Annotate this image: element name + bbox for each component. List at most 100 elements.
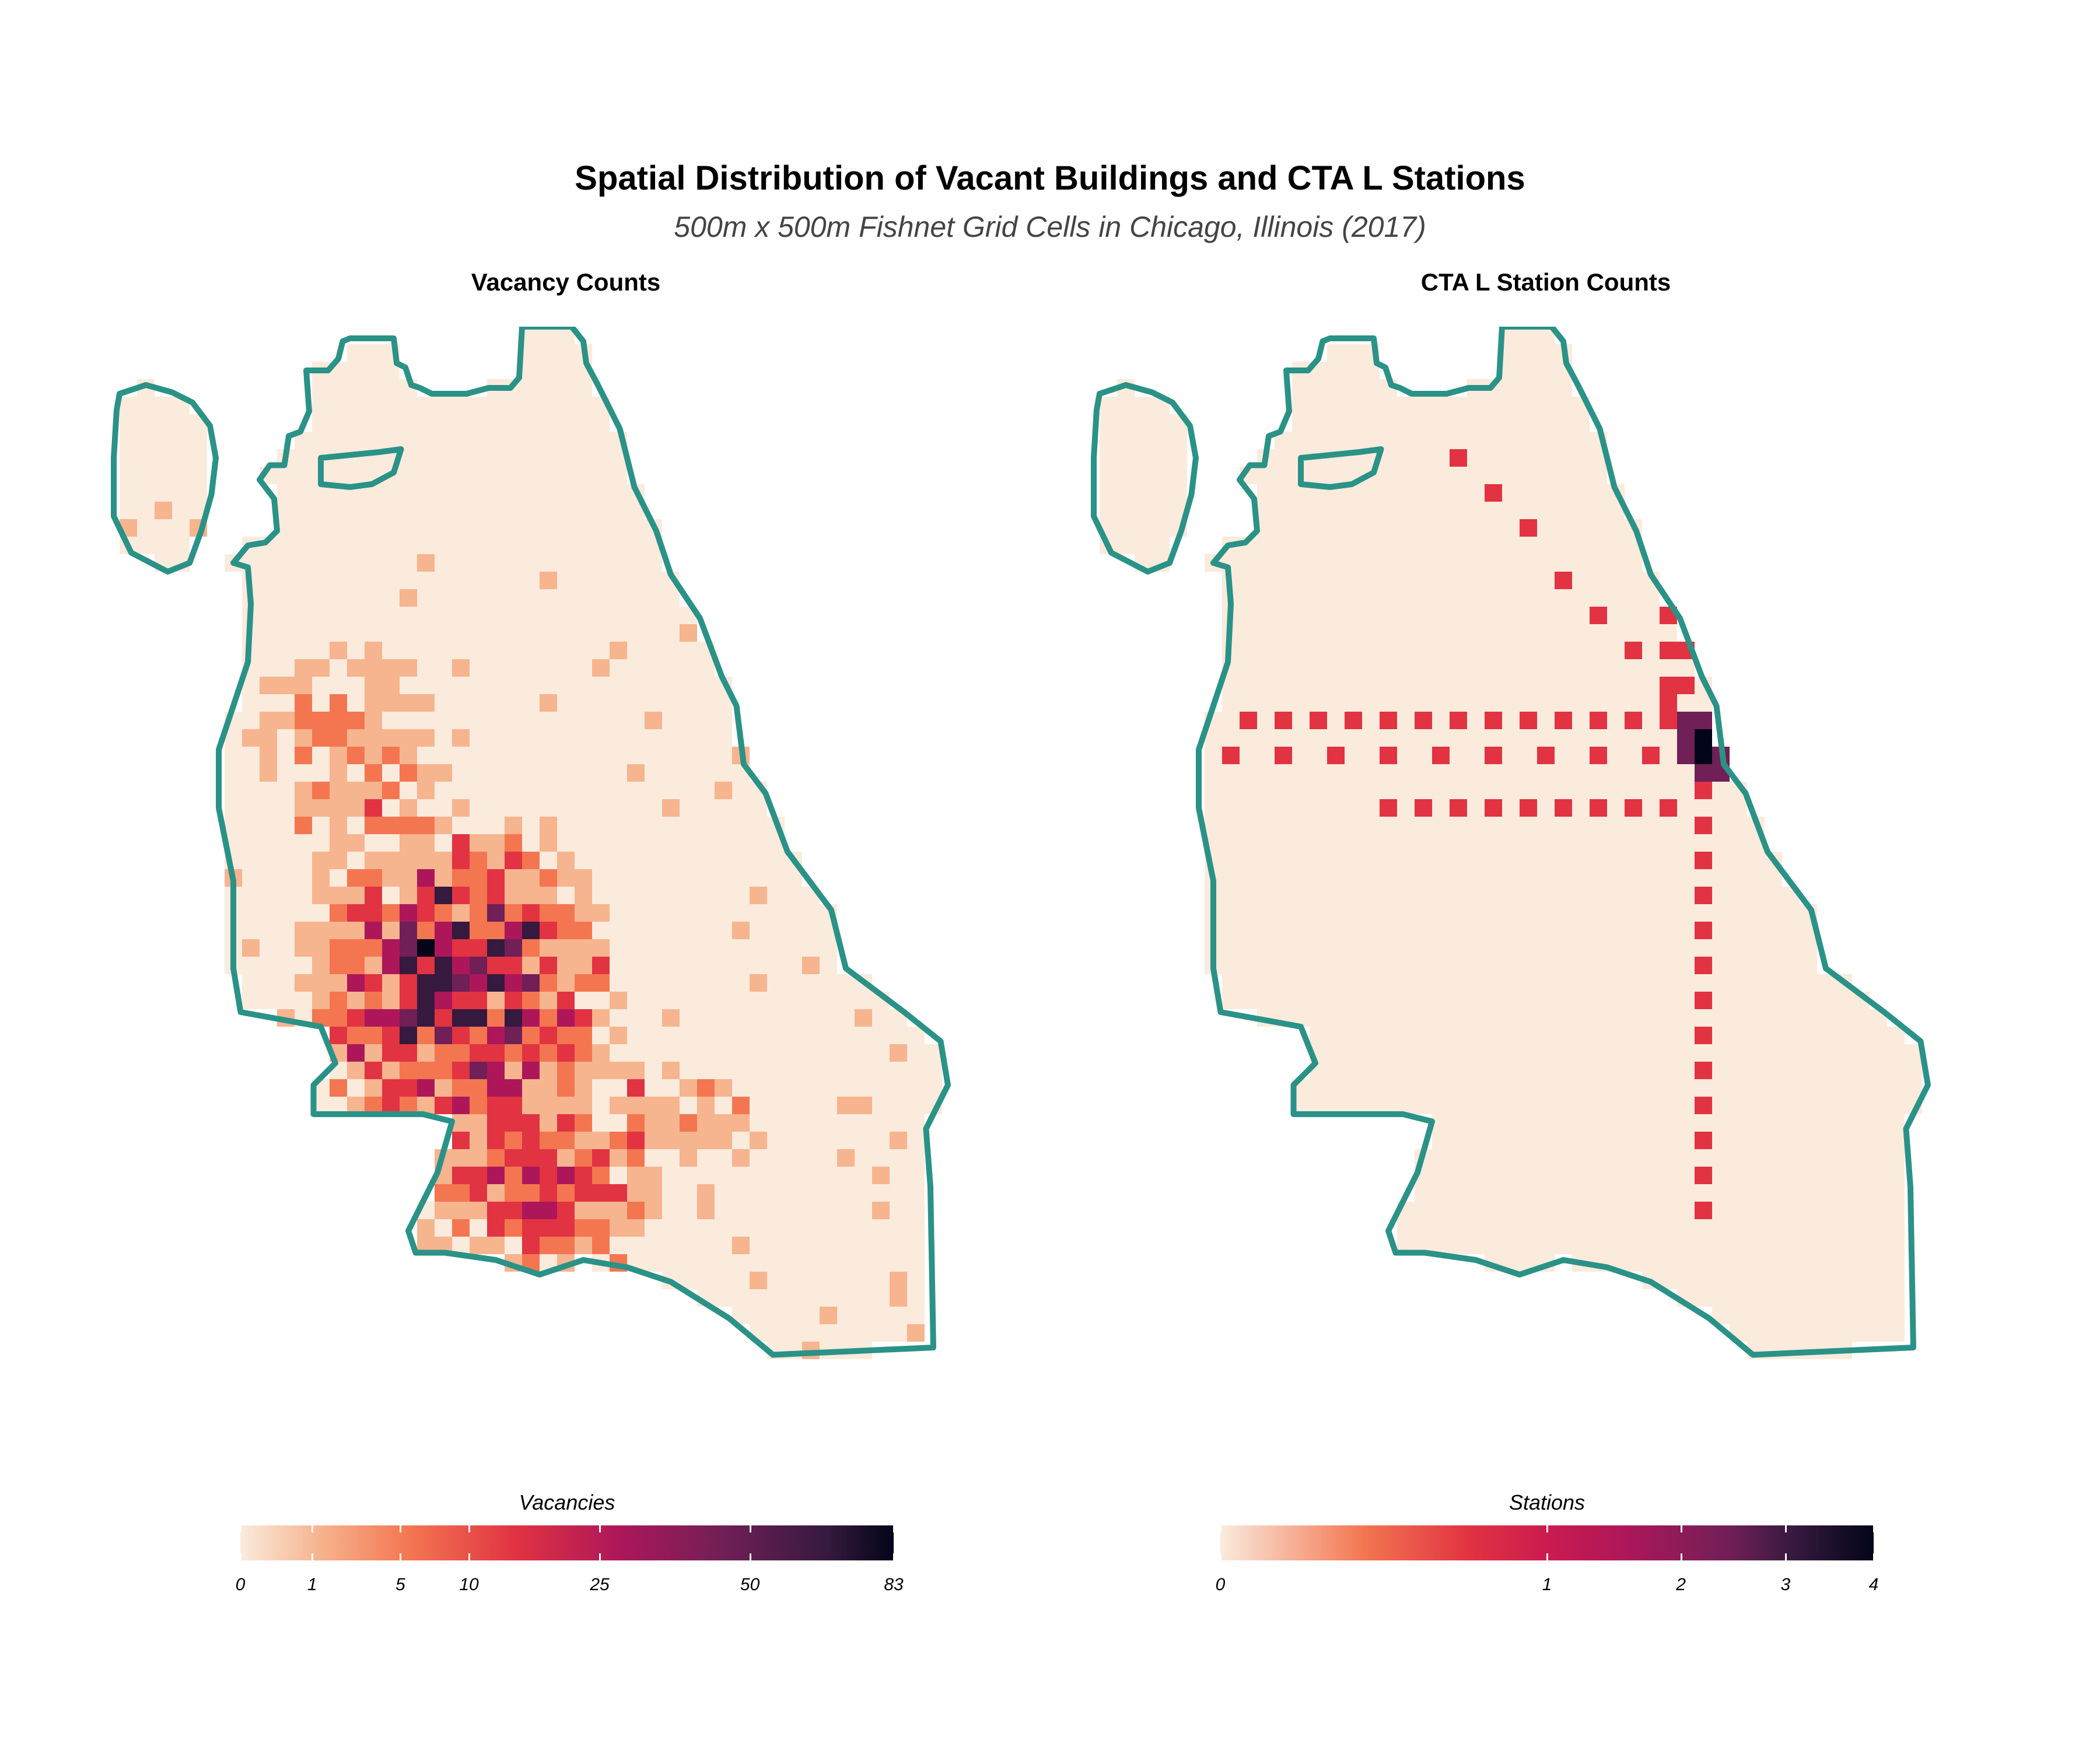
vacancy-cell [785,1272,802,1289]
station-cell [1467,659,1485,677]
station-cell [1520,537,1537,554]
vacancy-cell [732,1062,750,1079]
vacancy-cell [522,764,540,782]
station-cell [1835,1114,1852,1132]
station-cell [1870,1132,1887,1149]
station-cell [1520,974,1537,992]
vacancy-cell [662,1254,680,1272]
vacancy-cell [312,869,330,887]
vacancy-cell [470,1079,487,1097]
vacancy-cell [452,1079,470,1097]
station-cell [1292,502,1310,519]
vacancy-cell [680,1167,697,1184]
vacancy-cell [645,624,662,642]
vacancy-cell [295,677,312,694]
station-cell [1765,1237,1782,1254]
station-cell [1345,869,1362,887]
station-cell [1450,1079,1467,1097]
station-cell [1467,1149,1485,1167]
station-cell [1852,1289,1870,1307]
vacancy-cell [435,1202,452,1219]
vacancy-cell [242,817,260,834]
station-cell [1555,1044,1572,1062]
station-cell [1537,747,1555,764]
vacancy-cell [505,922,522,939]
vacancy-cell [610,1114,627,1132]
vacancy-cell [715,747,732,764]
vacancy-cell [662,922,680,939]
vacancy-cell [540,974,557,992]
vacancy-cell [627,1202,645,1219]
vacancy-cell [435,397,452,414]
left-legend-tick-mark [599,1553,601,1560]
vacancy-cell [890,1254,907,1272]
vacancy-cell [295,467,312,484]
vacancy-cell [400,887,417,904]
station-cell [1485,624,1502,642]
vacancy-cell [750,1184,767,1202]
vacancy-cell [347,589,365,607]
station-cell [1730,869,1747,887]
station-cell [1170,467,1187,484]
vacancy-cell [452,694,470,712]
vacancy-cell [312,397,330,414]
vacancy-cell [452,939,470,957]
station-cell [1485,1009,1502,1027]
station-cell [1572,712,1590,729]
vacancy-cell [435,1097,452,1114]
vacancy-cell [295,904,312,922]
vacancy-cell [365,379,382,397]
vacancy-cell [592,1044,610,1062]
vacancy-cell [540,1237,557,1254]
station-cell [1485,414,1502,432]
station-cell [1782,922,1800,939]
station-cell [1677,1009,1695,1027]
station-cell [1467,572,1485,589]
vacancy-cell [592,1149,610,1167]
vacancy-cell [610,607,627,624]
vacancy-cell [855,1184,872,1202]
vacancy-cell [785,1132,802,1149]
vacancy-cell [505,904,522,922]
vacancy-cell [907,1202,925,1219]
station-cell [1695,1167,1712,1184]
vacancy-cell [627,1114,645,1132]
station-cell [1852,1062,1870,1079]
vacancy-cell [837,1097,855,1114]
station-cell [1257,904,1275,922]
station-cell [1590,1079,1607,1097]
station-cell [1747,939,1765,957]
station-cell [1625,1027,1642,1044]
vacancy-cell [732,939,750,957]
station-cell [1852,1027,1870,1044]
station-cell [1362,607,1380,624]
station-cell [1747,1184,1765,1202]
station-cell [1467,484,1485,502]
station-cell [1310,834,1327,852]
vacancy-cell [907,1307,925,1324]
station-cell [1642,992,1660,1009]
vacancy-cell [452,887,470,904]
station-cell [1555,1132,1572,1149]
vacancy-cell [697,1009,715,1027]
station-cell [1467,1202,1485,1219]
station-cell [1327,887,1345,904]
vacancy-cell [680,764,697,782]
vacancy-cell [365,834,382,852]
vacancy-cell [610,729,627,747]
right-legend-tick-label: 0 [1215,1575,1226,1594]
vacancy-cell [557,974,575,992]
vacancy-cell [750,992,767,1009]
vacancy-cell [382,379,400,397]
vacancy-cell [417,974,435,992]
station-cell [1537,467,1555,484]
station-cell [1555,729,1572,747]
station-cell [1835,1097,1852,1114]
vacancy-cell [610,712,627,729]
station-cell [1502,1167,1520,1184]
vacancy-cell [225,764,242,782]
vacancy-cell [715,1114,732,1132]
station-cell [1520,362,1537,379]
station-cell [1590,834,1607,852]
vacancy-cell [417,589,435,607]
